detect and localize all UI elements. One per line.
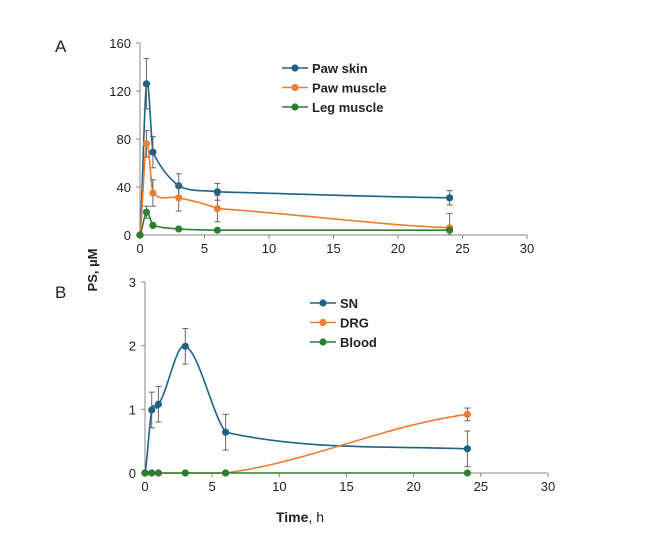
data-point bbox=[463, 410, 471, 419]
panel-label-b: B bbox=[55, 283, 66, 302]
data-point bbox=[142, 208, 151, 216]
data-point bbox=[213, 205, 221, 213]
data-point bbox=[213, 226, 221, 234]
x-tick-label: 10 bbox=[272, 479, 286, 494]
legend-label: DRG bbox=[340, 316, 369, 331]
x-tick-label: 25 bbox=[474, 479, 488, 494]
y-tick-label: 0 bbox=[124, 228, 131, 243]
panel-label-a: A bbox=[55, 37, 67, 56]
legend-entry: DRG bbox=[310, 316, 369, 331]
y-tick-label: 80 bbox=[117, 132, 131, 147]
x-tick-label: 5 bbox=[209, 479, 216, 494]
legend-marker bbox=[319, 299, 327, 307]
series-drg bbox=[141, 407, 471, 477]
legend-label: Paw skin bbox=[312, 61, 368, 76]
legend-entry: SN bbox=[310, 296, 358, 311]
legend-label: SN bbox=[340, 296, 358, 311]
x-axis-label: Time, h bbox=[276, 509, 324, 525]
data-point bbox=[149, 221, 157, 229]
x-tick-label: 20 bbox=[406, 479, 420, 494]
x-tick-label: 0 bbox=[141, 479, 148, 494]
x-tick-label: 15 bbox=[326, 241, 340, 256]
data-point bbox=[154, 469, 163, 477]
y-tick-label: 40 bbox=[117, 180, 131, 195]
data-point bbox=[175, 225, 183, 233]
x-axis-label-unit: , h bbox=[308, 509, 324, 525]
x-tick-label: 30 bbox=[520, 241, 534, 256]
legend-marker bbox=[319, 318, 327, 327]
y-axis-label: PS, µM bbox=[85, 249, 100, 292]
x-tick-label: 0 bbox=[136, 241, 143, 256]
x-axis-label-main: Time bbox=[276, 509, 309, 525]
legend-label: Blood bbox=[340, 335, 377, 350]
x-tick-label: 30 bbox=[541, 479, 555, 494]
data-point bbox=[142, 140, 151, 148]
x-tick-label: 25 bbox=[455, 241, 469, 256]
data-point bbox=[463, 469, 471, 477]
legend-entry: Blood bbox=[310, 335, 377, 350]
data-point bbox=[222, 469, 230, 477]
legend-marker bbox=[291, 103, 299, 111]
series-paw-skin bbox=[136, 58, 454, 239]
x-tick-label: 5 bbox=[201, 241, 208, 256]
y-tick-label: 120 bbox=[109, 84, 131, 99]
legend-entry: Paw muscle bbox=[282, 81, 386, 96]
data-point bbox=[149, 189, 157, 197]
panel-b: 0 5 10 15 20 25 30 0 1 2 3 SN DRG Blood bbox=[129, 275, 555, 494]
legend-label: Paw muscle bbox=[312, 81, 386, 96]
data-point bbox=[446, 194, 454, 202]
legend-marker bbox=[319, 338, 327, 346]
data-point bbox=[446, 226, 454, 234]
series-line bbox=[144, 345, 468, 474]
data-point bbox=[141, 469, 149, 477]
y-tick-label: 1 bbox=[129, 402, 136, 417]
legend-entry: Leg muscle bbox=[282, 100, 384, 115]
data-point bbox=[149, 148, 157, 156]
legend-marker bbox=[291, 83, 299, 92]
data-point bbox=[213, 188, 221, 196]
series-leg-muscle bbox=[136, 205, 454, 239]
series-blood bbox=[141, 469, 471, 477]
legend-entry: Paw skin bbox=[282, 61, 368, 76]
y-tick-label: 2 bbox=[129, 339, 136, 354]
data-point bbox=[463, 445, 471, 453]
y-tick-label: 3 bbox=[129, 275, 136, 290]
panel-a: 0 5 10 15 20 25 30 0 40 80 120 160 Paw skin Paw muscl… bbox=[109, 36, 534, 256]
legend-marker bbox=[291, 64, 299, 72]
data-point bbox=[148, 406, 156, 414]
data-point bbox=[175, 194, 183, 202]
data-point bbox=[181, 342, 189, 350]
data-point bbox=[136, 231, 144, 239]
data-point bbox=[148, 469, 156, 477]
y-tick-label: 0 bbox=[129, 466, 136, 481]
legend-label: Leg muscle bbox=[312, 100, 384, 115]
x-tick-label: 15 bbox=[339, 479, 353, 494]
series-paw-muscle bbox=[136, 130, 454, 239]
data-point bbox=[222, 428, 230, 436]
series-sn bbox=[141, 327, 471, 477]
x-tick-label: 10 bbox=[262, 241, 276, 256]
x-tick-label: 20 bbox=[391, 241, 405, 256]
data-point bbox=[181, 469, 189, 477]
data-point bbox=[154, 400, 163, 408]
y-tick-label: 160 bbox=[109, 36, 131, 51]
data-point bbox=[142, 80, 151, 88]
